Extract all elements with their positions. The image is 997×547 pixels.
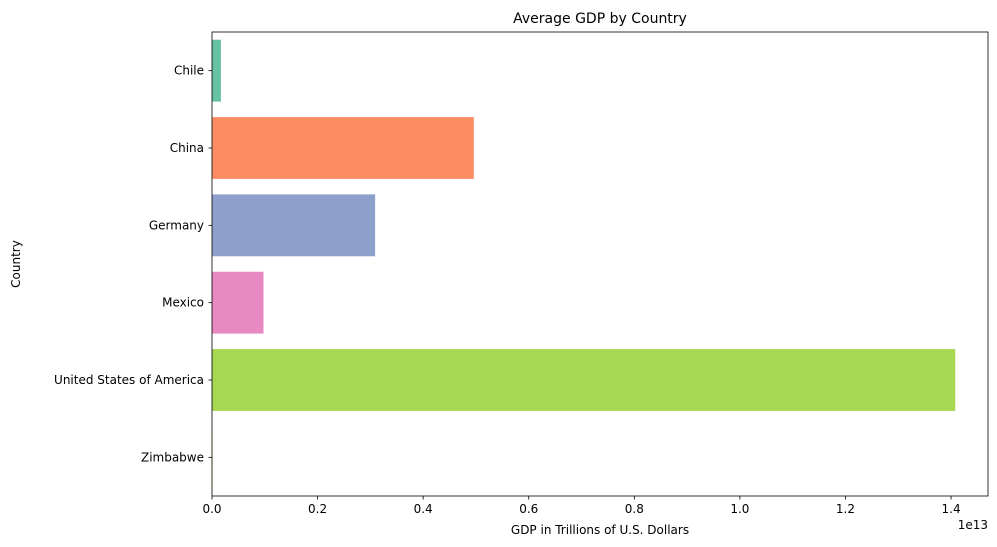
bar-united-states-of-america bbox=[212, 349, 956, 411]
x-tick-label: 0.4 bbox=[414, 502, 433, 516]
y-tick-label: Mexico bbox=[162, 296, 204, 310]
x-tick-label: 0.0 bbox=[202, 502, 221, 516]
y-tick-label: Zimbabwe bbox=[141, 450, 204, 464]
bars-group bbox=[212, 39, 956, 489]
x-tick-label: 0.6 bbox=[519, 502, 538, 516]
y-axis-title: Country bbox=[9, 240, 23, 288]
x-tick-label: 1.2 bbox=[836, 502, 855, 516]
y-axis-ticks: Chile China Germany Mexico United States of … bbox=[54, 64, 212, 464]
bar-germany bbox=[212, 194, 376, 257]
y-tick-label: Germany bbox=[149, 218, 204, 232]
y-tick-label: Chile bbox=[174, 64, 204, 78]
plot-frame bbox=[211, 31, 989, 497]
y-tick-label: United States of America bbox=[54, 373, 204, 387]
bar-chile bbox=[212, 39, 221, 102]
x-tick-label: 1.4 bbox=[942, 502, 961, 516]
x-tick-label: 0.2 bbox=[308, 502, 327, 516]
bar-mexico bbox=[212, 271, 264, 334]
x-axis-offset-label: 1e13 bbox=[958, 518, 988, 532]
y-tick-label: China bbox=[170, 141, 204, 155]
x-axis-ticks: 0.0 0.2 0.4 0.6 0.8 1.0 1.2 1.4 bbox=[202, 496, 961, 516]
bar-china bbox=[212, 117, 474, 179]
x-tick-label: 0.8 bbox=[625, 502, 644, 516]
x-tick-label: 1.0 bbox=[730, 502, 749, 516]
x-axis-title: GDP in Trillions of U.S. Dollars bbox=[511, 523, 689, 537]
chart-title: Average GDP by Country bbox=[513, 11, 687, 27]
